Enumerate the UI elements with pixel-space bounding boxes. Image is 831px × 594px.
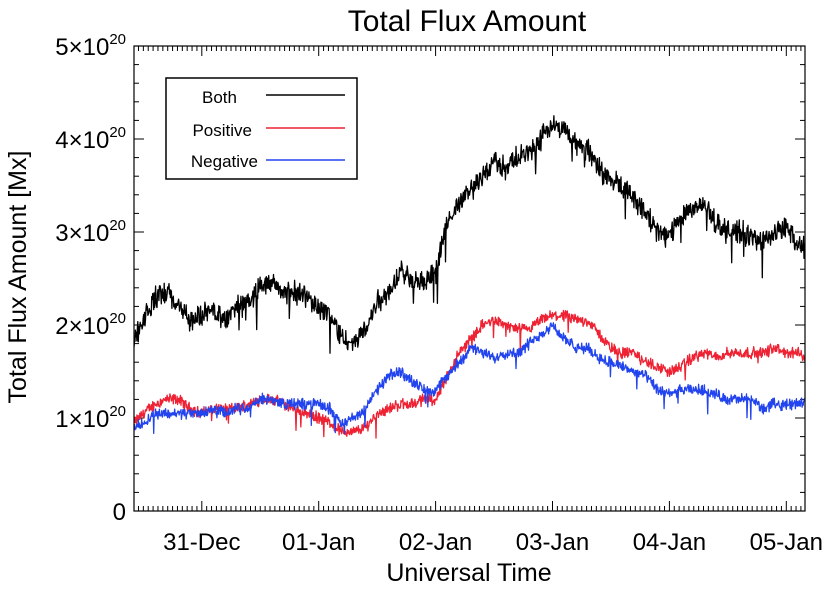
y-tick-mantissa: 5×10 xyxy=(55,34,109,61)
series-layer xyxy=(134,115,805,439)
y-tick-mantissa: 4×10 xyxy=(55,127,109,154)
x-tick-label: 31-Dec xyxy=(163,529,240,556)
x-tick-label: 02-Jan xyxy=(399,529,472,556)
y-axis-label: Total Flux Amount [Mx] xyxy=(4,151,32,404)
y-tick-mantissa: 2×10 xyxy=(55,313,109,340)
y-tick-exponent: 20 xyxy=(109,310,126,327)
legend-label-positive: Positive xyxy=(192,121,252,140)
y-tick-label: 4×1020 xyxy=(55,124,126,154)
y-tick-mantissa: 3×10 xyxy=(55,220,109,247)
series-line-both xyxy=(134,115,805,354)
legend-label-both: Both xyxy=(202,88,237,107)
legend: Both Positive Negative xyxy=(165,77,358,180)
x-axis-label: Universal Time xyxy=(386,559,551,587)
x-ticks: 31-Dec 01-Jan 02-Jan 03-Jan 04-Jan 05-Jan xyxy=(137,46,823,556)
y-tick-label: 5×1020 xyxy=(55,31,126,61)
legend-label-negative: Negative xyxy=(191,152,258,171)
x-tick-label: 05-Jan xyxy=(750,529,823,556)
y-tick-label: 3×1020 xyxy=(55,217,126,247)
x-tick-label: 04-Jan xyxy=(633,529,706,556)
y-tick-mantissa: 0 xyxy=(113,499,126,526)
y-tick-mantissa: 1×10 xyxy=(55,406,109,433)
y-tick-label: 1×1020 xyxy=(55,403,126,433)
y-tick-label: 0 xyxy=(113,499,126,526)
x-tick-label: 03-Jan xyxy=(516,529,589,556)
y-tick-exponent: 20 xyxy=(109,124,126,141)
y-tick-exponent: 20 xyxy=(109,403,126,420)
x-tick-label: 01-Jan xyxy=(282,529,355,556)
y-tick-exponent: 20 xyxy=(109,31,126,48)
series-line-negative xyxy=(134,322,805,435)
chart-title: Total Flux Amount xyxy=(348,5,587,38)
plot-frame xyxy=(133,45,806,512)
series-line-positive xyxy=(134,309,805,439)
y-tick-label: 2×1020 xyxy=(55,310,126,340)
y-tick-exponent: 20 xyxy=(109,217,126,234)
